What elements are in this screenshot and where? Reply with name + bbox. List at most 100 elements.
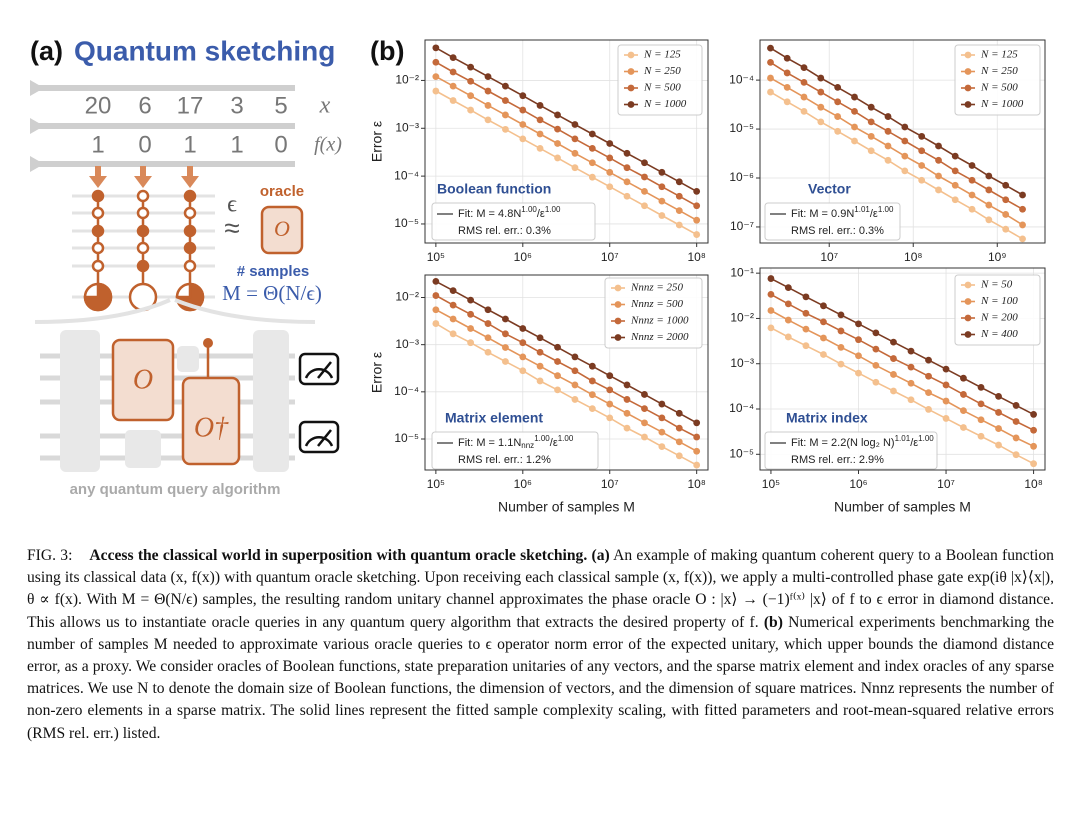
data-point (884, 142, 892, 150)
data-point (995, 425, 1002, 432)
legend-label: N = 500 (643, 82, 681, 94)
data-point (977, 432, 985, 440)
data-point (449, 97, 457, 104)
data-point (942, 365, 950, 373)
data-point (935, 142, 942, 150)
data-point (834, 127, 842, 135)
x-axis-label: Number of samples M (834, 499, 971, 515)
oracle-dagger-gate (181, 376, 241, 466)
data-point (467, 106, 475, 114)
data-point (658, 414, 666, 422)
data-point (901, 152, 909, 160)
legend-marker (964, 314, 972, 322)
data-point (925, 356, 932, 364)
plot-area (432, 277, 701, 469)
fit-box (431, 202, 596, 241)
panel-label: (a) (30, 36, 63, 66)
data-point (588, 173, 596, 181)
legend-label: N = 500 (980, 82, 1018, 94)
data-point (867, 103, 875, 111)
data-point (606, 372, 614, 380)
data-point (890, 371, 897, 378)
legend-box (604, 277, 703, 349)
data-point (571, 381, 579, 389)
data-point (502, 125, 509, 133)
data-point (432, 58, 440, 66)
data-point (995, 441, 1002, 449)
data-point (935, 172, 942, 180)
data-point (1030, 442, 1037, 450)
data-point (942, 397, 950, 405)
data-point (606, 154, 614, 162)
data-point (968, 162, 976, 169)
legend-marker (964, 84, 972, 92)
data-point (675, 452, 683, 460)
data-point (658, 428, 666, 436)
data-point (641, 159, 648, 167)
data-point (817, 74, 825, 82)
fit-label-part: nnz (521, 441, 534, 450)
legend-box (617, 44, 703, 116)
legend-marker (627, 68, 635, 75)
data-point (641, 202, 648, 210)
data-point (918, 162, 926, 169)
legend-marker (627, 101, 635, 108)
data-point (820, 334, 827, 342)
data-point (1019, 235, 1026, 243)
legend-label: N = 100 (980, 295, 1018, 307)
data-point (1019, 191, 1026, 199)
control-dot (203, 338, 213, 348)
data-point (968, 205, 976, 213)
data-point (800, 64, 808, 72)
data-point (867, 118, 875, 126)
legend-marker (614, 334, 622, 341)
circuit-block (60, 330, 100, 472)
data-point (918, 176, 926, 184)
x-value: 3 (230, 92, 243, 119)
data-point (554, 140, 561, 147)
data-point (968, 176, 976, 184)
data-point (951, 152, 959, 160)
data-point (800, 78, 808, 86)
legend-marker (964, 281, 972, 289)
data-point (571, 353, 579, 361)
x-tick-label: 10⁸ (1024, 477, 1042, 491)
data-point (536, 348, 544, 356)
fit-box (431, 431, 599, 470)
data-point (693, 419, 701, 427)
data-point (467, 92, 475, 100)
x-tick-label: 10⁵ (427, 477, 445, 491)
data-point (658, 400, 666, 408)
data-point (884, 113, 892, 120)
data-point (554, 372, 561, 380)
data-point (449, 82, 457, 90)
f-value: 0 (138, 131, 151, 158)
data-point (658, 443, 666, 450)
data-point (951, 196, 959, 204)
data-point (536, 377, 544, 385)
oracle-box (260, 205, 304, 255)
data-point (942, 381, 950, 389)
data-point (851, 107, 858, 115)
data-point (554, 125, 561, 133)
data-point (767, 44, 774, 52)
data-point (918, 147, 926, 155)
data-point (872, 345, 880, 353)
caption-part-label: (a) (591, 547, 610, 564)
fit-label-part: Fit: M = 1.1N (458, 437, 521, 449)
fit-label-part: /ε (537, 208, 545, 220)
data-point (935, 186, 942, 194)
data-point (985, 186, 993, 194)
data-point (623, 149, 631, 157)
rms-label: RMS rel. err.: 0.3% (458, 225, 551, 237)
data-point (502, 82, 509, 90)
data-point (901, 123, 909, 131)
legend-marker (627, 51, 635, 59)
data-point (519, 92, 527, 100)
data-point (606, 386, 614, 394)
y-axis-label: Error ε (369, 121, 385, 162)
data-point (800, 93, 808, 101)
data-point (890, 355, 897, 362)
fit-label-part: /ε (910, 437, 918, 449)
data-point (675, 221, 683, 229)
